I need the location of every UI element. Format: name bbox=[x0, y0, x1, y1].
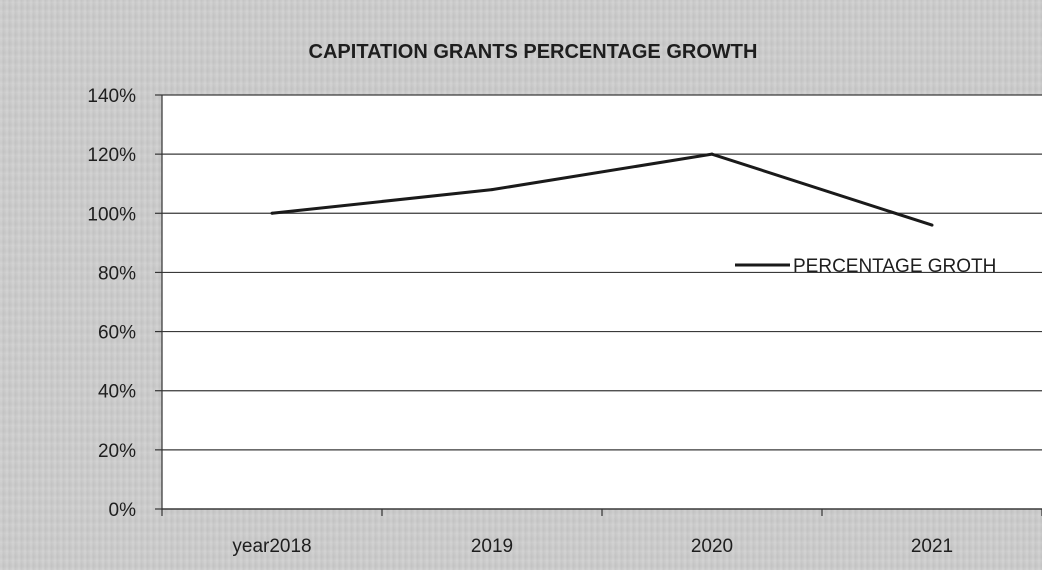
series-layer bbox=[270, 152, 934, 227]
data-point bbox=[270, 211, 274, 215]
axes: 140% 120% 100% 80% 60% 40% 20% 0% year2018 2019 20… bbox=[87, 86, 1042, 557]
x-tick-label: 2021 bbox=[911, 536, 953, 557]
y-tick-label: 80% bbox=[98, 263, 136, 284]
y-tick-label: 40% bbox=[98, 382, 136, 403]
x-tick-label: 2019 bbox=[471, 536, 513, 557]
series-line bbox=[271, 152, 933, 227]
y-tick-label: 100% bbox=[87, 204, 136, 225]
data-point bbox=[930, 223, 934, 227]
y-tick-label: 0% bbox=[109, 500, 137, 521]
legend-label: PERCENTAGE GROTH bbox=[793, 256, 996, 277]
gridlines bbox=[162, 94, 1042, 510]
chart-title: CAPITATION GRANTS PERCENTAGE GROWTH bbox=[309, 41, 758, 63]
x-tick-label: year2018 bbox=[232, 536, 311, 557]
x-tick-label: 2020 bbox=[691, 536, 733, 557]
y-tick-label: 60% bbox=[98, 323, 136, 344]
y-tick-label: 120% bbox=[87, 145, 136, 166]
y-tick-label: 140% bbox=[87, 86, 136, 107]
data-point bbox=[490, 188, 494, 192]
y-tick-label: 20% bbox=[98, 441, 136, 462]
data-point bbox=[710, 152, 714, 156]
legend: PERCENTAGE GROTH bbox=[735, 256, 996, 277]
plot-area bbox=[162, 95, 1042, 509]
